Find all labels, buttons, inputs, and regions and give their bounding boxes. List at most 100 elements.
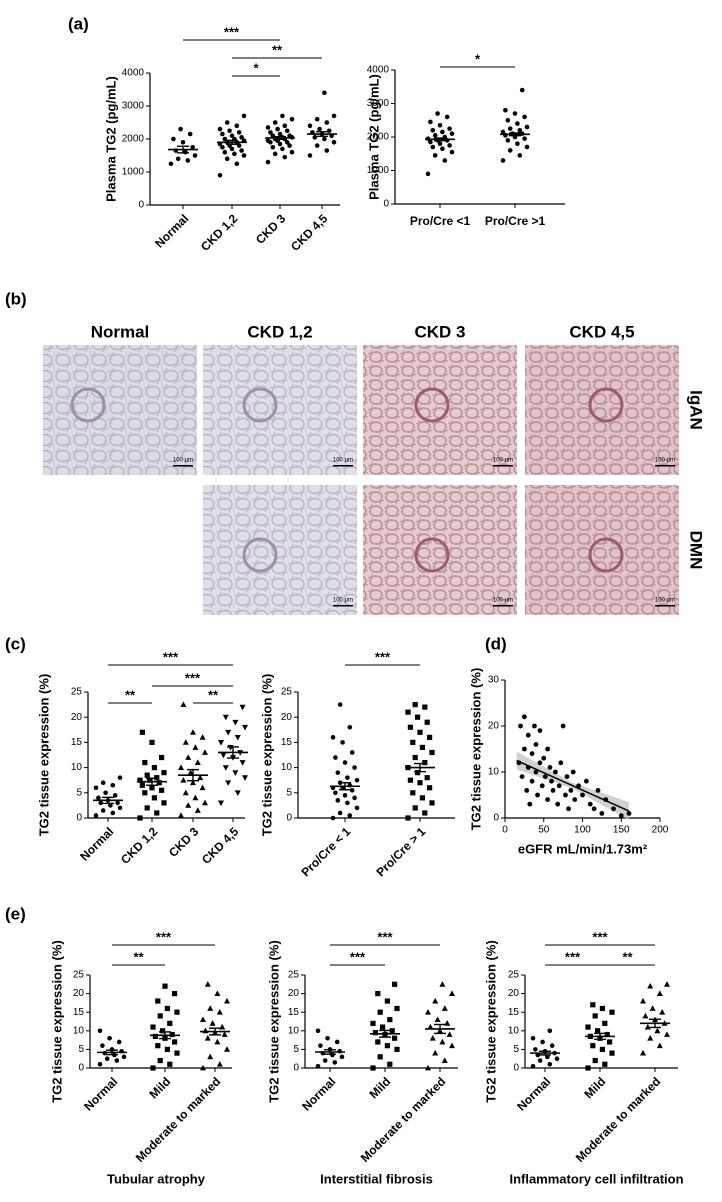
column-header: CKD 1,2 [247,322,312,341]
point [542,774,548,779]
image-texture [525,485,679,615]
y-tick-label: 5 [513,1044,519,1055]
point [654,1027,661,1034]
point [607,1039,613,1045]
point [437,122,443,128]
error-bar [159,1031,171,1040]
point [275,126,280,132]
point [530,1063,536,1069]
x-tick-label: 150 [613,825,630,836]
point [515,141,520,146]
point [155,1043,161,1049]
point [268,130,273,135]
histology-image: 100 μm [203,345,357,475]
point [284,128,290,134]
point [221,1031,228,1037]
scale-label: 100 μm [655,598,675,604]
error-bar [539,1050,551,1056]
point [265,159,271,165]
point [149,785,155,791]
point [155,998,161,1004]
y-tick-label: 15 [71,737,83,748]
point [326,128,332,134]
point [200,1064,206,1071]
point [229,133,235,138]
point [199,784,206,791]
point [194,807,201,813]
point [187,131,193,137]
point [93,785,99,791]
point [524,124,530,130]
point [599,811,605,816]
point [647,1035,654,1041]
point [537,728,543,733]
point [529,778,535,784]
point [117,775,123,780]
point [180,701,187,707]
y-tick-label: 25 [73,970,85,981]
point [424,775,430,781]
point [419,744,425,751]
point [322,90,327,96]
point [429,800,435,806]
point [583,778,589,784]
y-tick-label: 10 [288,1025,300,1036]
point [572,797,578,802]
point [440,146,445,152]
y-tick-label: 5 [78,1044,84,1055]
point [564,774,570,779]
point [407,777,413,783]
point [412,754,418,761]
point [117,805,123,811]
error-bar [379,1029,391,1038]
point [533,769,539,775]
point [434,1016,441,1023]
point [168,161,174,167]
point [659,1009,666,1015]
image-texture [363,485,517,615]
error-bar [187,768,199,782]
y-axis-label: TG2 tissue expression (%) [468,668,483,831]
point [110,810,116,816]
point [280,146,285,152]
point [425,1009,431,1015]
y-tick-label: 2000 [122,134,145,145]
point [104,1056,110,1061]
point [317,126,322,132]
point [121,1054,127,1060]
point [229,146,235,152]
y-tick-label: 5 [293,1044,299,1055]
panel-label: (d) [485,634,507,653]
point [142,790,148,796]
point [555,801,561,807]
point [427,734,433,740]
point [147,777,153,783]
chart-title: Tubular atrophy [107,1171,206,1186]
error-bar [509,132,521,137]
point [505,117,511,123]
x-tick-label: Normal [299,1074,338,1113]
y-tick-label: 1000 [367,165,390,176]
y-tick-label: 10 [488,767,500,778]
point [345,775,350,780]
point [428,139,433,145]
point [265,125,271,130]
point [234,734,241,741]
y-tick-label: 4000 [367,65,390,76]
point [580,792,585,798]
error-bar [209,1027,221,1036]
point [202,1027,209,1034]
point [100,808,106,813]
point [585,1024,591,1030]
point [524,144,530,150]
point [314,143,320,148]
image-texture [525,345,679,475]
point [370,1020,376,1026]
x-tick-label: Pro/Cre > 1 [373,824,428,879]
point [505,138,511,143]
y-tick-label: 10 [281,762,293,773]
point [224,120,230,125]
point [182,789,189,796]
glomerulus [242,537,278,573]
scale-label: 100 μm [333,458,353,464]
